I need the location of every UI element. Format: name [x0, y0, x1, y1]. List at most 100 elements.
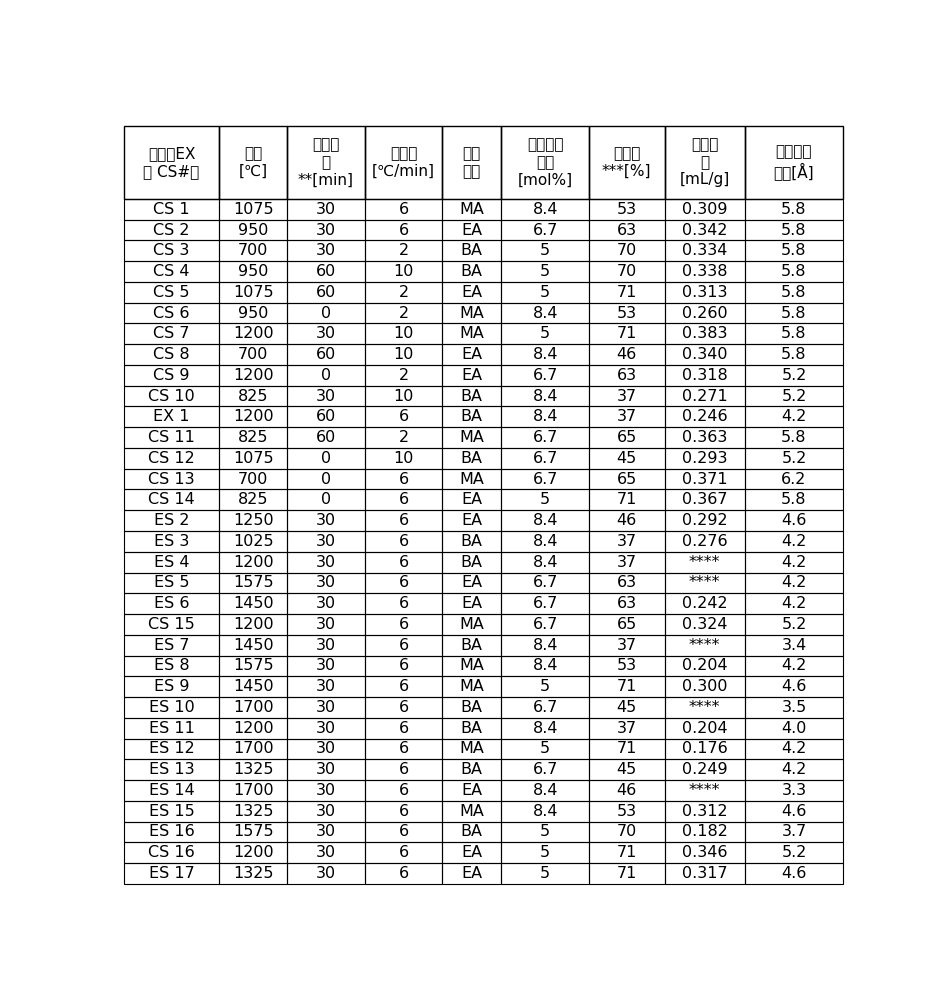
Text: 825: 825 — [238, 430, 269, 445]
Bar — [745, 427, 843, 448]
Text: 70: 70 — [617, 264, 637, 279]
Bar — [589, 822, 665, 842]
Bar — [745, 406, 843, 427]
Text: 0.338: 0.338 — [682, 264, 728, 279]
Bar — [220, 697, 287, 718]
Bar — [589, 780, 665, 801]
Bar — [124, 593, 220, 614]
Text: 5: 5 — [540, 679, 550, 694]
Bar — [220, 323, 287, 344]
Bar — [442, 780, 502, 801]
Text: 5: 5 — [540, 741, 550, 756]
Text: 65: 65 — [617, 430, 637, 445]
Bar — [665, 759, 745, 780]
Bar — [287, 489, 365, 510]
Bar — [589, 573, 665, 593]
Text: 5.2: 5.2 — [781, 368, 806, 383]
Bar — [287, 510, 365, 531]
Text: 63: 63 — [617, 596, 637, 611]
Bar — [502, 199, 589, 220]
Text: 6: 6 — [398, 409, 408, 424]
Bar — [745, 863, 843, 884]
Text: 有效微孔
尺寸[Å]: 有效微孔 尺寸[Å] — [773, 145, 814, 180]
Text: 1700: 1700 — [233, 700, 273, 715]
Text: 3.5: 3.5 — [782, 700, 806, 715]
Text: 30: 30 — [316, 389, 336, 404]
Text: 6: 6 — [398, 762, 408, 777]
Bar — [365, 199, 442, 220]
Bar — [665, 344, 745, 365]
Bar — [287, 448, 365, 469]
Text: 6.7: 6.7 — [533, 596, 558, 611]
Text: 45: 45 — [617, 700, 637, 715]
Text: 6: 6 — [398, 700, 408, 715]
Bar — [220, 718, 287, 739]
Text: 6.7: 6.7 — [533, 762, 558, 777]
Text: 8.4: 8.4 — [533, 555, 558, 570]
Text: 950: 950 — [238, 306, 269, 321]
Text: MA: MA — [459, 472, 484, 487]
Text: 1325: 1325 — [233, 804, 273, 819]
Text: 6: 6 — [398, 596, 408, 611]
Text: MA: MA — [459, 741, 484, 756]
Text: ES 16: ES 16 — [149, 824, 194, 839]
Bar — [287, 199, 365, 220]
Bar — [502, 126, 589, 199]
Text: 微孔体
积
[mL/g]: 微孔体 积 [mL/g] — [680, 138, 730, 187]
Text: 0.346: 0.346 — [682, 845, 728, 860]
Text: 2: 2 — [398, 285, 408, 300]
Bar — [665, 365, 745, 386]
Text: CS 2: CS 2 — [154, 223, 190, 238]
Text: 6: 6 — [398, 223, 408, 238]
Text: 30: 30 — [316, 866, 336, 881]
Bar — [124, 573, 220, 593]
Text: CS 7: CS 7 — [154, 326, 190, 341]
Bar — [365, 344, 442, 365]
Text: 1025: 1025 — [233, 534, 273, 549]
Text: 0: 0 — [321, 492, 331, 507]
Bar — [745, 489, 843, 510]
Bar — [287, 427, 365, 448]
Bar — [220, 573, 287, 593]
Bar — [745, 261, 843, 282]
Bar — [665, 573, 745, 593]
Text: 30: 30 — [316, 513, 336, 528]
Text: 53: 53 — [617, 658, 637, 673]
Bar — [502, 593, 589, 614]
Bar — [442, 822, 502, 842]
Bar — [745, 448, 843, 469]
Bar — [589, 406, 665, 427]
Bar — [442, 718, 502, 739]
Text: BA: BA — [461, 534, 483, 549]
Bar — [589, 739, 665, 759]
Text: 4.6: 4.6 — [781, 866, 806, 881]
Bar — [442, 261, 502, 282]
Text: 60: 60 — [316, 264, 336, 279]
Bar — [589, 240, 665, 261]
Bar — [589, 759, 665, 780]
Text: 30: 30 — [316, 762, 336, 777]
Bar — [502, 676, 589, 697]
Text: 4.2: 4.2 — [781, 762, 806, 777]
Bar — [442, 697, 502, 718]
Bar — [745, 469, 843, 489]
Bar — [220, 220, 287, 240]
Text: 30: 30 — [316, 534, 336, 549]
Bar — [124, 344, 220, 365]
Text: EA: EA — [461, 368, 482, 383]
Bar — [442, 448, 502, 469]
Bar — [365, 593, 442, 614]
Text: CS 15: CS 15 — [148, 617, 195, 632]
Text: 60: 60 — [316, 347, 336, 362]
Text: 8.4: 8.4 — [533, 658, 558, 673]
Bar — [365, 531, 442, 552]
Bar — [365, 406, 442, 427]
Text: 3.4: 3.4 — [782, 638, 806, 653]
Text: BA: BA — [461, 264, 483, 279]
Bar — [365, 386, 442, 406]
Bar — [442, 739, 502, 759]
Bar — [220, 406, 287, 427]
Bar — [665, 676, 745, 697]
Bar — [589, 697, 665, 718]
Bar — [442, 365, 502, 386]
